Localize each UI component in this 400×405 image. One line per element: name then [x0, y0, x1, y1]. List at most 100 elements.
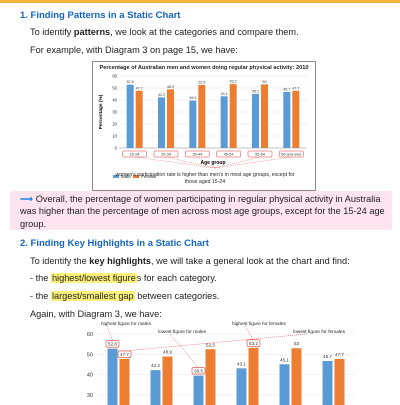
data-label: 48.9 — [167, 85, 174, 89]
y-tick-label: 0 — [115, 146, 118, 151]
bar-female — [167, 89, 174, 148]
bar-male — [283, 91, 291, 148]
data-label: 46.7 — [323, 354, 332, 359]
bar-male — [279, 364, 290, 405]
data-label: 46.7 — [283, 87, 290, 91]
ann-lowest-female: lowest figure for females — [293, 330, 345, 335]
data-label: 43.1 — [237, 361, 246, 366]
data-label: 42.2 — [151, 363, 160, 368]
annotation-leader — [169, 333, 199, 368]
data-label: 39.5 — [189, 96, 196, 100]
y-tick-label: 10 — [112, 134, 117, 139]
bar-female — [135, 90, 143, 148]
data-label: 52.5 — [198, 81, 205, 85]
chart1-title: Percentage of Australian men and women d… — [99, 65, 309, 71]
data-label: 47.7 — [120, 352, 129, 357]
y-tick-label: 40 — [87, 373, 93, 379]
section2-line1: To identify the key highlights, we will … — [30, 255, 350, 267]
y-tick-label: 60 — [112, 74, 117, 79]
x-axis-label: Age group — [201, 160, 226, 166]
arrow-right-icon: ⟶ — [20, 194, 34, 204]
data-label: 47.7 — [335, 352, 344, 357]
connector-line — [134, 156, 216, 169]
bullet-1: - the highest/lowest figures for each ca… — [30, 272, 217, 284]
y-tick-label: 60 — [87, 332, 93, 338]
section1-line2: For example, with Diagram 3 on page 15, … — [30, 45, 238, 55]
chart1-legend: Male Female — [113, 174, 156, 179]
bar-female — [261, 84, 268, 148]
text: , we look at the categories and compare … — [110, 27, 299, 37]
data-label: 52.8 — [127, 80, 134, 84]
bar-male — [126, 84, 134, 148]
y-tick-label: 50 — [112, 86, 117, 91]
callout-box — [10, 191, 392, 230]
y-tick-label: 30 — [87, 393, 93, 399]
data-label: 42.2 — [158, 93, 165, 97]
bar-female — [162, 356, 173, 405]
data-label: 47.7 — [136, 86, 143, 90]
data-label: 52.5 — [206, 342, 215, 347]
bar-male — [193, 375, 204, 405]
data-label: 48.9 — [163, 350, 172, 355]
data-label: 52.8 — [108, 342, 117, 347]
data-label: 45.1 — [280, 357, 289, 362]
connector-line — [214, 156, 229, 169]
data-label: 53.2 — [249, 341, 258, 346]
highlighted-term: largest/smallest gap — [50, 291, 135, 301]
x-tick-label: 15-24 — [130, 153, 140, 157]
bar-female — [229, 84, 237, 148]
y-tick-label: 20 — [112, 122, 117, 127]
section2-line2: Again, with Diagram 3, we have: — [30, 309, 162, 319]
data-label: 47.7 — [292, 86, 299, 90]
category-highlight-box — [122, 150, 147, 158]
y-tick-label: 50 — [87, 352, 93, 358]
bar-female — [205, 349, 216, 405]
data-label: 53.2 — [230, 80, 237, 84]
x-tick-label: 55-64 — [255, 153, 265, 157]
legend-swatch-female — [133, 175, 140, 179]
x-tick-label: 35-44 — [192, 153, 202, 157]
bar-male — [322, 361, 333, 405]
bar-female — [334, 358, 345, 405]
bar-male — [150, 370, 161, 405]
section2-heading: 2. Finding Key Highlights in a Static Ch… — [20, 238, 209, 249]
text: s for each category. — [136, 273, 217, 283]
text: between categories. — [134, 291, 220, 301]
y-tick-label: 30 — [112, 110, 117, 115]
bar-male — [189, 100, 197, 148]
annotation-leader — [106, 325, 113, 341]
highlighted-term: highest/lowest figure — [50, 273, 137, 283]
top-accent-bar — [0, 0, 400, 3]
x-tick-label: 25-34 — [161, 153, 171, 157]
bar-female — [292, 90, 300, 148]
data-label: 53 — [294, 341, 300, 346]
legend-label-male: Male — [121, 174, 131, 179]
bar-female — [198, 85, 206, 148]
data-label: 39.5 — [194, 369, 203, 374]
callout-text: ⟶ Overall, the percentage of women parti… — [20, 193, 390, 230]
chart1-frame: Percentage of Australian men and women d… — [92, 61, 316, 191]
y-axis-label: Percentage (%) — [98, 94, 104, 129]
data-label: 43.1 — [221, 92, 228, 96]
legend-swatch-male — [113, 175, 119, 179]
x-tick-label: 65 and over — [281, 153, 302, 157]
bullet-2: - the largest/smallest gap between categ… — [30, 290, 219, 302]
bar-male — [107, 348, 118, 405]
data-label: 45.1 — [252, 89, 259, 93]
section1-heading: 1. Finding Patterns in a Static Chart — [20, 10, 181, 21]
section1-line1: To identify patterns, we look at the cat… — [30, 26, 299, 38]
bar-female — [119, 358, 130, 405]
x-tick-label: 45-54 — [224, 153, 234, 157]
value-highlight-box — [117, 350, 132, 358]
value-highlight-box — [105, 340, 120, 348]
bar-male — [158, 97, 165, 148]
chart2-svg: 3040506052.847.742.248.939.552.543.153.2… — [87, 325, 355, 405]
data-label: 53 — [263, 80, 267, 84]
y-tick-label: 40 — [112, 98, 117, 103]
bar-male — [252, 93, 259, 148]
bar-female — [291, 348, 302, 405]
callout-body: Overall, the percentage of women partici… — [20, 194, 385, 229]
legend-label-female: Female — [141, 174, 157, 179]
bar-male — [236, 368, 247, 405]
annotation-leader — [244, 325, 254, 340]
